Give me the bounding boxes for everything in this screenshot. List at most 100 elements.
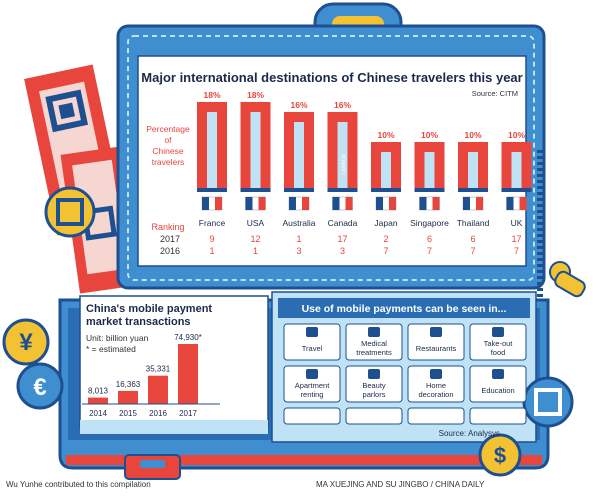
payment-year-label: 2016 [149,409,167,418]
rank-2017: 2 [383,234,388,244]
bar-base [197,188,227,192]
landmark-icon [468,152,478,188]
paint-roller-icon [430,369,442,379]
use-item-travel: Travel [283,323,341,361]
landmark-icon [207,112,217,188]
canada-flag-icon [332,196,353,211]
payment-bars: 8,013 2014 16,363 2015 35,331 2016 74,930* 2017 [88,333,202,418]
payment-title-line1: China's mobile payment [86,303,212,315]
country-name: Japan [374,218,397,228]
bar-base [501,188,532,192]
country-name: Canada [328,218,358,228]
percent-value: 18% [203,90,220,100]
coin-gold-left [44,186,96,238]
rank-2016: 1 [253,246,258,256]
landmark-icon [250,112,261,188]
dollar-coin [478,433,522,477]
landmark-icon [337,122,348,188]
thailand-flag-icon [462,196,484,211]
percent-label-line: travelers [152,157,185,167]
rank-2017: 6 [470,234,475,244]
payment-card [79,295,269,429]
percent-value: 10% [508,130,525,140]
use-item-education: Education [469,365,527,403]
bar-base [414,188,445,192]
bar-base [371,188,401,192]
empty-slot [345,407,403,425]
france-flag-icon [201,196,223,211]
percent-value: 10% [421,130,438,140]
percent-axis-label: Percentage of Chinese travelers [146,124,190,167]
car-icon [306,327,318,337]
use-item-label: Apartment [295,381,331,390]
rank-2017: 9 [209,234,214,244]
use-item-label: Travel [302,344,323,353]
use-item-label: Take-out [484,339,514,348]
payment-bar-2015 [118,390,138,404]
payment-bar-2016 [148,375,168,404]
percent-value: 10% [377,130,394,140]
percent-label-line: Percentage [146,124,190,134]
use-item-label: Medical [361,339,387,348]
singapore-flag-icon [419,196,440,211]
rank-2017: 12 [250,234,260,244]
bar-base [284,188,314,192]
payment-unit: Unit: billion yuan [86,333,149,343]
beauty-icon [368,369,380,379]
destination-labels: 18% France 9 1 18% USA 12 1 16% Australia 1 3 16% Can… [199,90,527,256]
usa-flag-icon [245,196,266,211]
country-name: USA [247,218,265,228]
canada-bar-text: CANADA [342,153,348,175]
year-2016-label: 2016 [160,246,180,256]
use-item-label: Beauty [362,381,386,390]
uses-title: Use of mobile payments can be seen in... [302,303,507,315]
australia-flag-icon [288,196,310,211]
country-name: UK [511,218,523,228]
credit-right: MA XUEJING AND SU JINGBO / CHINA DAILY [316,480,485,489]
dollar-symbol: $ [494,443,506,468]
destinations-title: Major international destinations of Chin… [141,70,522,85]
takeout-icon [492,327,504,337]
ranking-label: Ranking [151,222,184,232]
coin-blue-qr [522,376,574,428]
bar-base [327,188,358,192]
rank-2017: 1 [296,234,301,244]
euro-coin [16,362,64,410]
payment-estimated-note: * = estimated [86,344,136,354]
use-item-label: renting [301,390,324,399]
percent-label-line: of [164,135,172,145]
country-name: Australia [282,218,315,228]
bar-base [458,188,488,192]
empty-slot [283,407,341,425]
rank-2017: 6 [427,234,432,244]
rank-2016: 3 [296,246,301,256]
euro-symbol: € [33,374,46,401]
house-icon [306,369,318,379]
rank-2017: 17 [511,234,521,244]
empty-slot [407,407,465,425]
rank-2016: 3 [340,246,345,256]
payment-year-label: 2014 [89,409,107,418]
rank-2016: 7 [470,246,475,256]
landmark-icon [381,152,391,188]
landmark-icon [511,152,522,188]
percent-value: 10% [464,130,481,140]
uk-flag-icon [506,196,527,211]
medical-kit-icon [368,327,380,337]
payment-value-label: 16,363 [116,380,141,389]
percent-value: 16% [334,100,351,110]
rank-2016: 1 [209,246,214,256]
uses-source: Source: Analysys [439,429,500,438]
use-item-label: food [491,348,506,357]
country-name: Singapore [410,218,449,228]
use-item-label: parlors [363,390,386,399]
empty-slot [469,407,527,425]
payment-year-label: 2017 [179,409,197,418]
payment-value-label: 74,930* [174,333,202,342]
rank-2016: 7 [427,246,432,256]
dining-icon [430,327,442,337]
